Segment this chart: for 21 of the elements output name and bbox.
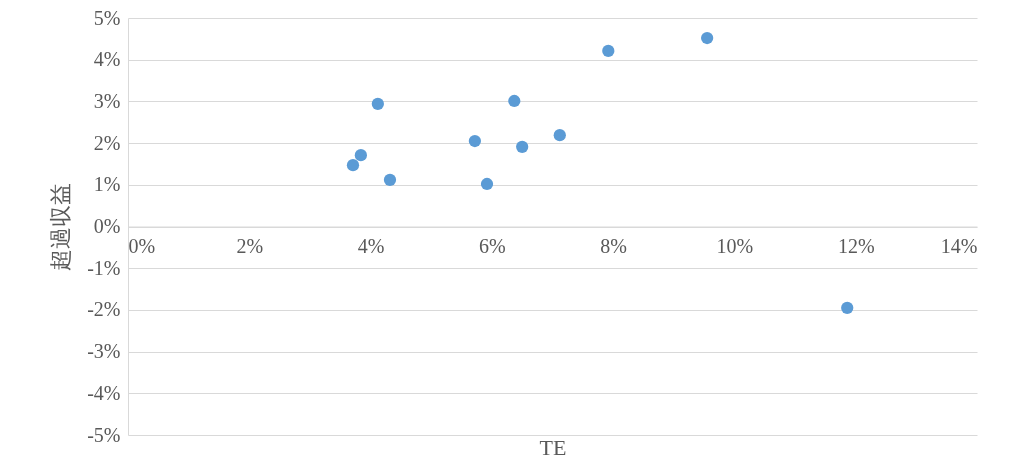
- x-tick-label: 8%: [600, 235, 627, 257]
- y-tick-label: -3%: [87, 340, 121, 363]
- y-tick-label: 5%: [93, 6, 121, 29]
- y-tick-label: -4%: [87, 381, 121, 404]
- y-tick-label: -5%: [87, 423, 121, 446]
- y-tick-label: 0%: [93, 215, 121, 237]
- x-tick-label: 14%: [940, 235, 978, 257]
- y-tick-label: 4%: [93, 48, 121, 71]
- y-tick-label: 2%: [93, 131, 121, 154]
- y-axis-title: 超過収益: [48, 183, 74, 271]
- y-tick-label: -1%: [87, 256, 121, 279]
- x-tick-label: 0%: [128, 235, 156, 257]
- x-tick-label: 2%: [236, 235, 264, 257]
- y-tick-label: -2%: [87, 298, 121, 321]
- y-tick-label: 3%: [93, 89, 121, 112]
- x-tick-label: 4%: [357, 235, 385, 257]
- y-tick-label: 1%: [93, 173, 121, 196]
- x-axis-title: TE: [539, 434, 567, 460]
- x-tick-label: 12%: [837, 235, 875, 257]
- x-tick-label: 6%: [479, 235, 506, 257]
- x-tick-label: 10%: [716, 235, 754, 257]
